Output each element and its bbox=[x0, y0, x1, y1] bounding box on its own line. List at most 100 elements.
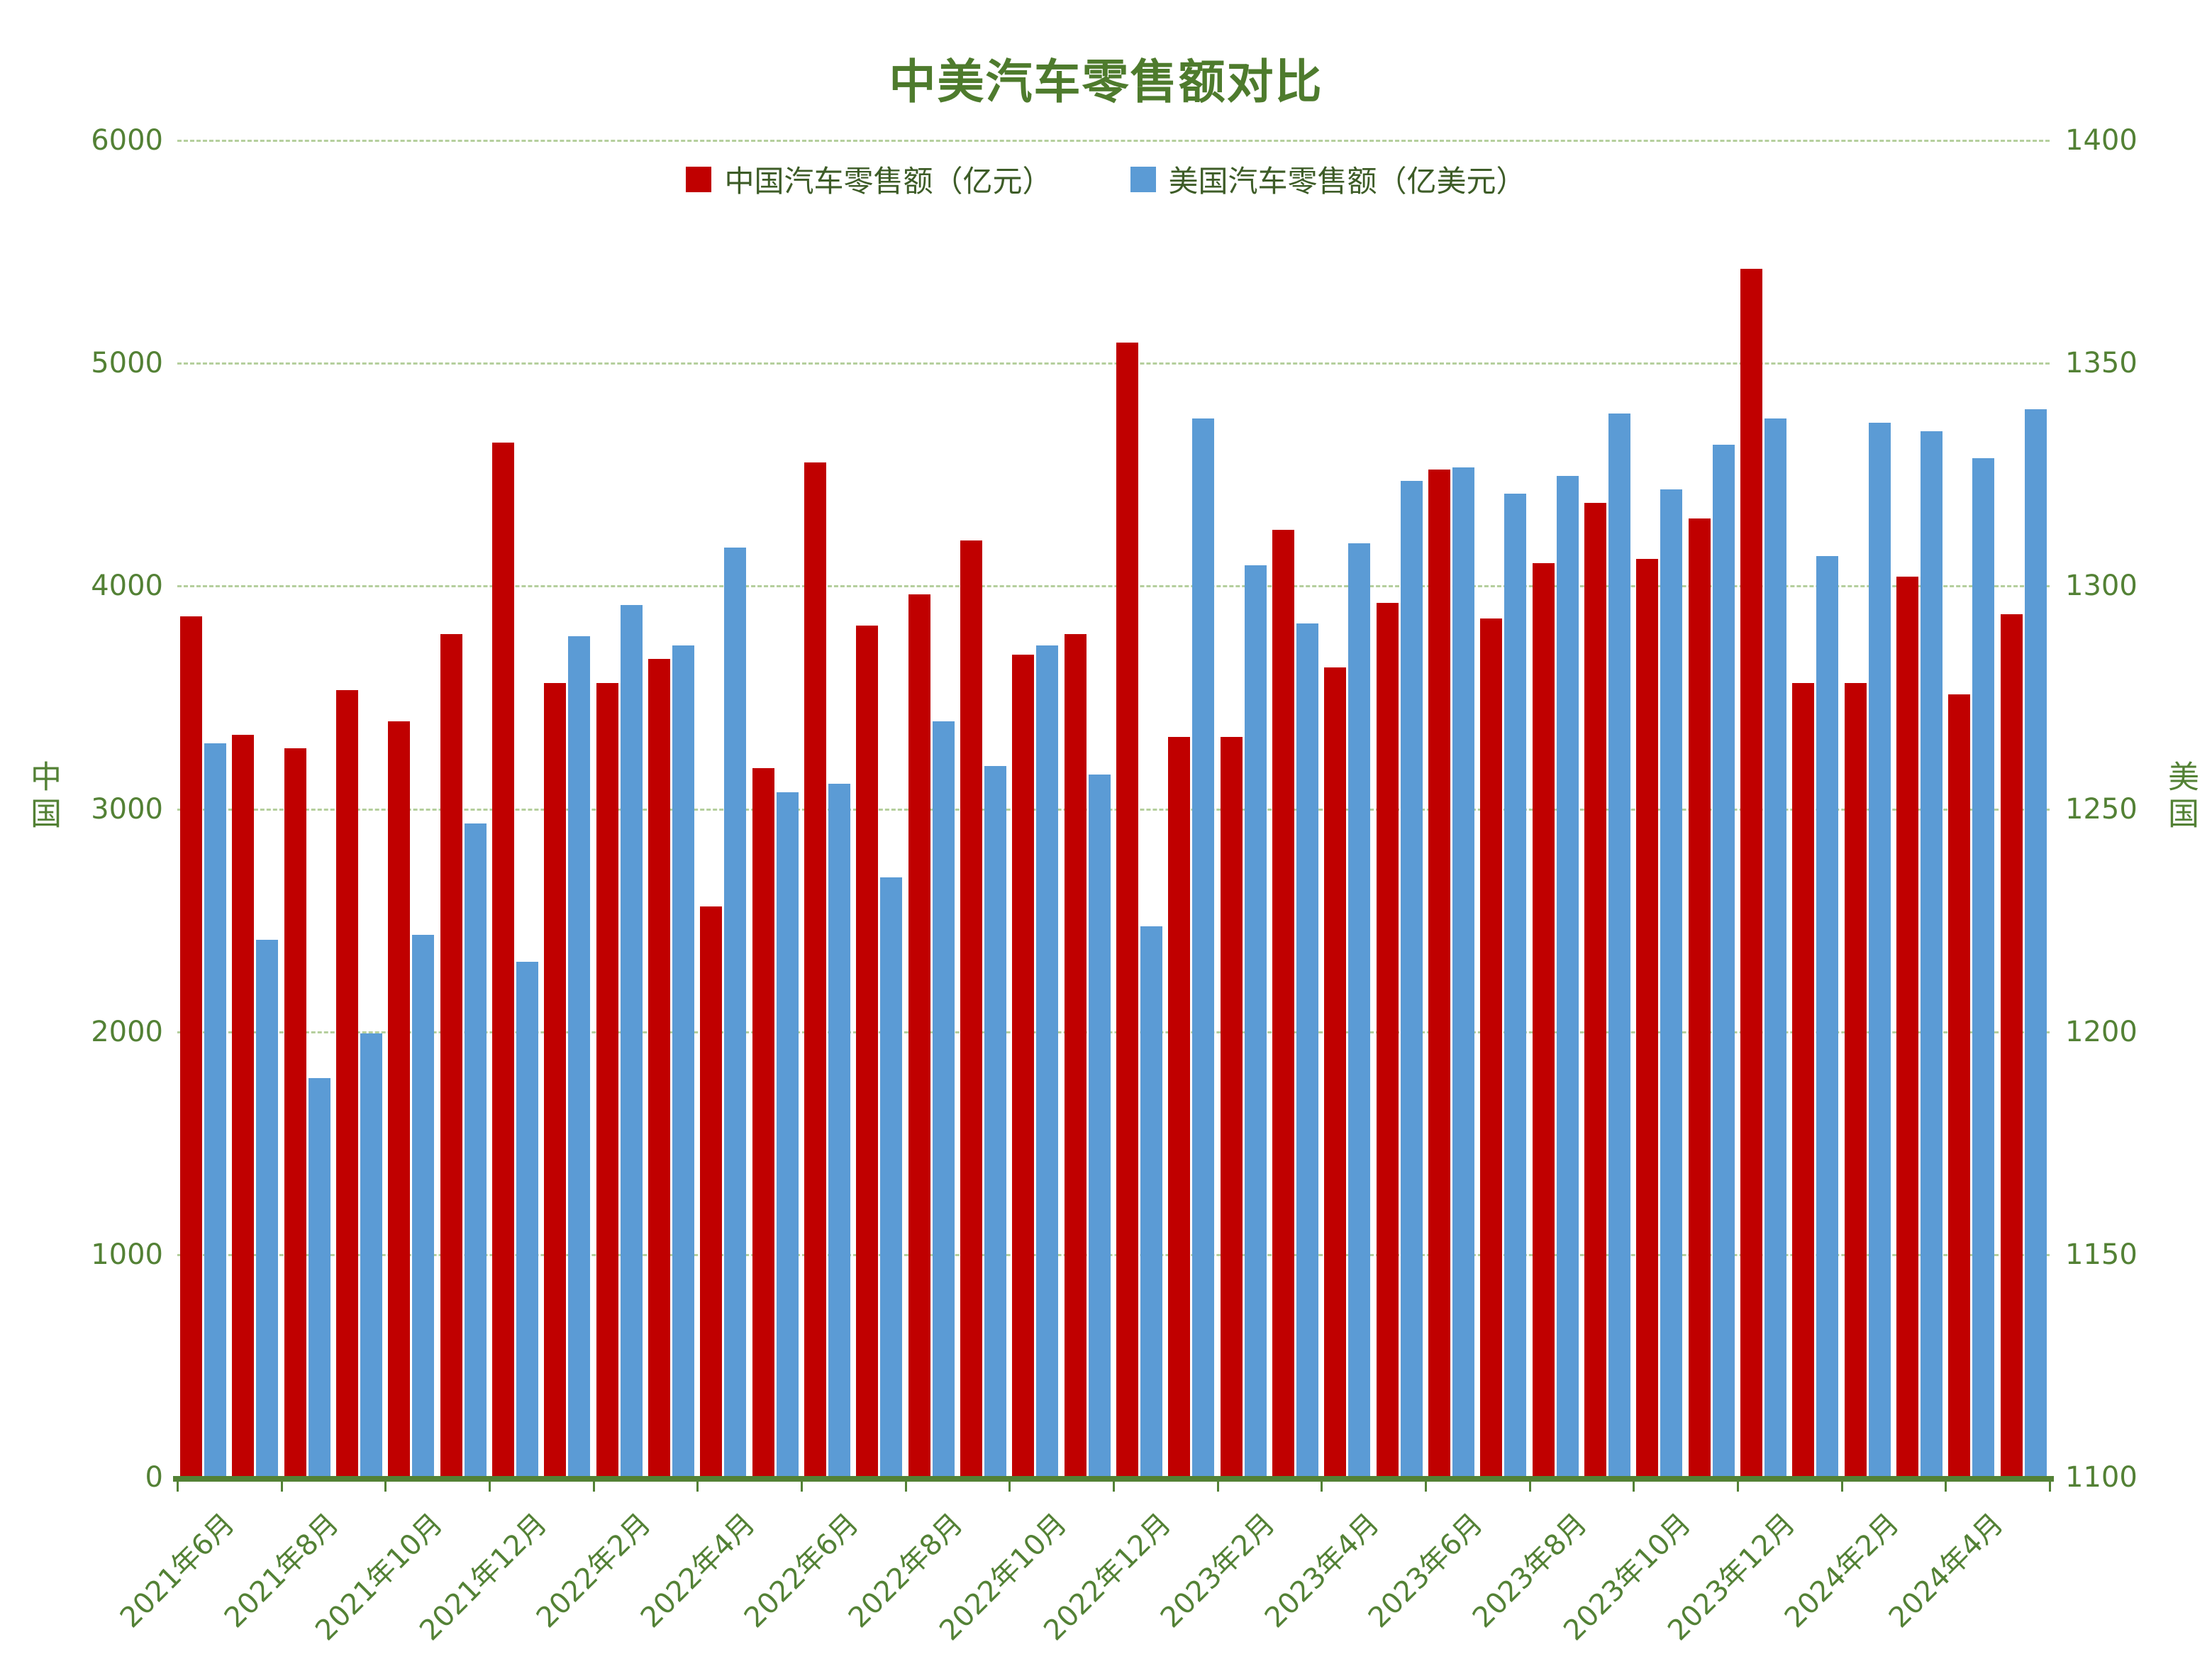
gridline bbox=[177, 585, 2050, 588]
bar-group bbox=[957, 142, 1009, 1479]
bar-group bbox=[1165, 142, 1217, 1479]
bar-china bbox=[1116, 342, 1139, 1479]
x-axis-tickmark bbox=[1008, 1479, 1011, 1492]
bar-us bbox=[1764, 418, 1786, 1479]
bar-china bbox=[1584, 502, 1607, 1479]
y-axis-right-tick-label: 1350 bbox=[2065, 347, 2138, 380]
bar-china bbox=[336, 689, 359, 1479]
x-axis-tickmark bbox=[2049, 1479, 2051, 1492]
legend: 中国汽车零售额（亿元） 美国汽车零售额（亿美元） bbox=[0, 157, 2212, 201]
bar-group bbox=[1894, 142, 1945, 1479]
bar-china bbox=[752, 767, 774, 1479]
bar-group bbox=[1633, 142, 1685, 1479]
bar-china bbox=[440, 634, 462, 1479]
y-axis-right-tick-label: 1150 bbox=[2065, 1238, 2138, 1271]
x-axis-tickmark bbox=[1425, 1479, 1427, 1492]
bar-china bbox=[1064, 634, 1086, 1479]
bar-us bbox=[1400, 480, 1423, 1479]
bar-us bbox=[2024, 409, 2047, 1479]
bar-group bbox=[1945, 142, 1997, 1479]
y-axis-right-tick-label: 1300 bbox=[2065, 570, 2138, 603]
bar-group bbox=[594, 142, 645, 1479]
bar-us bbox=[828, 783, 851, 1479]
bar-china bbox=[596, 683, 618, 1479]
bar-us bbox=[672, 645, 695, 1479]
bar-china bbox=[1324, 667, 1347, 1479]
bar-group bbox=[1269, 142, 1321, 1479]
bar-china bbox=[856, 625, 879, 1479]
legend-label: 美国汽车零售额（亿美元） bbox=[1168, 164, 1526, 199]
y-axis-right-tick-label: 1200 bbox=[2065, 1015, 2138, 1048]
right-axis-title: 美国 bbox=[2162, 760, 2199, 834]
x-axis-tickmark bbox=[592, 1479, 595, 1492]
x-axis-tickmark bbox=[1528, 1479, 1531, 1492]
bar-us bbox=[1868, 422, 1891, 1479]
bar-china bbox=[1168, 736, 1191, 1479]
bar-us bbox=[1088, 775, 1111, 1479]
x-axis-tickmark bbox=[1633, 1479, 1635, 1492]
bar-group bbox=[697, 142, 749, 1479]
bar-us bbox=[1192, 418, 1215, 1479]
bar-group bbox=[1374, 142, 1425, 1479]
bar-us bbox=[984, 765, 1007, 1479]
x-axis-tickmark bbox=[801, 1479, 803, 1492]
bar-china bbox=[2000, 614, 2023, 1479]
bar-us bbox=[1140, 926, 1163, 1479]
bar-us bbox=[412, 935, 435, 1479]
bar-china bbox=[232, 734, 255, 1479]
legend-swatch-icon bbox=[686, 166, 712, 192]
bar-group bbox=[1218, 142, 1269, 1479]
bar-china bbox=[1896, 576, 1918, 1479]
bar-group bbox=[1686, 142, 1738, 1479]
bar-group bbox=[489, 142, 541, 1479]
bar-china bbox=[544, 683, 567, 1479]
y-axis-left-tick-label: 5000 bbox=[91, 347, 163, 380]
y-axis-left-tick-label: 3000 bbox=[91, 792, 163, 826]
bar-group bbox=[1842, 142, 1894, 1479]
bar-us bbox=[1608, 414, 1631, 1479]
bar-group bbox=[385, 142, 437, 1479]
bar-group bbox=[1789, 142, 1841, 1479]
bar-china bbox=[1792, 683, 1815, 1479]
bar-china bbox=[1428, 469, 1451, 1479]
y-axis-left-tick-label: 1000 bbox=[91, 1238, 163, 1271]
y-axis-right-tick-label: 1100 bbox=[2065, 1461, 2138, 1494]
bar-us bbox=[204, 743, 227, 1479]
bar-us bbox=[880, 877, 903, 1479]
legend-swatch-icon bbox=[1130, 166, 1156, 192]
bar-china bbox=[1740, 269, 1762, 1479]
gridline bbox=[177, 1031, 2050, 1033]
bar-us bbox=[256, 939, 279, 1479]
bar-group bbox=[1113, 142, 1165, 1479]
x-axis-tickmark bbox=[1737, 1479, 1739, 1492]
bar-us bbox=[1920, 431, 1943, 1479]
bar-group bbox=[1477, 142, 1529, 1479]
left-axis-title: 中国 bbox=[25, 760, 61, 834]
bar-group bbox=[853, 142, 905, 1479]
bar-us bbox=[724, 547, 747, 1479]
bar-group bbox=[801, 142, 853, 1479]
bar-us bbox=[932, 721, 955, 1479]
bar-group bbox=[1009, 142, 1061, 1479]
bar-china bbox=[1636, 558, 1659, 1479]
bar-us bbox=[464, 823, 487, 1479]
bar-china bbox=[492, 443, 515, 1479]
x-axis-tickmark bbox=[1321, 1479, 1323, 1492]
bar-us bbox=[1556, 476, 1579, 1479]
legend-item-us: 美国汽车零售额（亿美元） bbox=[1130, 157, 1526, 201]
bar-group bbox=[229, 142, 281, 1479]
bar-group bbox=[1530, 142, 1582, 1479]
x-axis-tickmark bbox=[1945, 1479, 1947, 1492]
bar-us bbox=[1452, 467, 1475, 1479]
y-axis-right-tick-label: 1250 bbox=[2065, 792, 2138, 826]
y-axis-right-tick-label: 1400 bbox=[2065, 124, 2138, 157]
bar-china bbox=[1220, 736, 1243, 1479]
bar-group bbox=[1425, 142, 1477, 1479]
x-axis-tickmark bbox=[1113, 1479, 1115, 1492]
gridline bbox=[177, 1253, 2050, 1256]
y-axis-left-tick-label: 0 bbox=[145, 1461, 163, 1494]
bar-china bbox=[1376, 603, 1399, 1479]
x-axis-tickmark bbox=[1840, 1479, 1843, 1492]
bar-us bbox=[1660, 489, 1683, 1479]
